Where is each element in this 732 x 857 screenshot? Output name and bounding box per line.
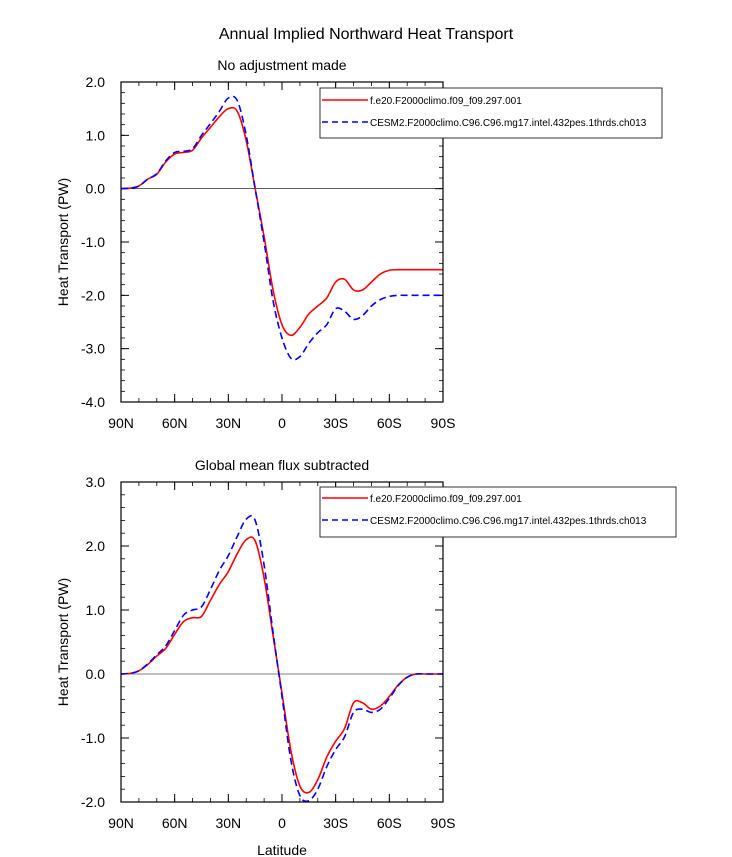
legend: f.e20.F2000climo.f09_f09.297.001 CESM2.F… bbox=[319, 486, 677, 538]
series-line-1 bbox=[120, 536, 443, 794]
legend: f.e20.F2000climo.f09_f09.297.001 CESM2.F… bbox=[319, 87, 663, 139]
legend-box bbox=[319, 486, 677, 538]
y-tick-label: -3.0 bbox=[81, 341, 105, 357]
x-tick-label: 30S bbox=[323, 815, 348, 831]
x-tick-label: 60N bbox=[162, 815, 188, 831]
y-tick-label: -2.0 bbox=[81, 287, 105, 303]
panel-no-adjustment: No adjustment made Heat Transport (PW) 2… bbox=[55, 57, 663, 431]
x-tick-label: 60S bbox=[377, 815, 402, 831]
plot-frame bbox=[120, 481, 444, 803]
legend-label-1: f.e20.F2000climo.f09_f09.297.001 bbox=[370, 96, 522, 107]
y-tick-label: 0.0 bbox=[86, 181, 106, 197]
x-tick-label: 90N bbox=[108, 415, 134, 431]
y-tick-label: 1.0 bbox=[86, 602, 106, 618]
x-tick-label: 90S bbox=[431, 415, 456, 431]
series-lines bbox=[120, 515, 443, 803]
panel-global-mean: Global mean flux subtracted Heat Transpo… bbox=[55, 457, 677, 857]
legend-label-1: f.e20.F2000climo.f09_f09.297.001 bbox=[370, 494, 522, 505]
y-tick-label: 2.0 bbox=[86, 538, 106, 554]
y-tick-label: -1.0 bbox=[81, 234, 105, 250]
x-tick-label: 0 bbox=[278, 415, 286, 431]
y-tick-label: -4.0 bbox=[81, 394, 105, 410]
x-tick-label: 60S bbox=[377, 415, 402, 431]
figure-title: Annual Implied Northward Heat Transport bbox=[219, 26, 514, 43]
y-axis-label: Heat Transport (PW) bbox=[55, 178, 71, 306]
y-tick-label: 1.0 bbox=[86, 127, 106, 143]
y-tick-label: 3.0 bbox=[86, 474, 106, 490]
x-tick-label: 90S bbox=[431, 815, 456, 831]
x-tick-label: 0 bbox=[278, 815, 286, 831]
y-tick-label: 2.0 bbox=[86, 74, 106, 90]
y-tick-label: -2.0 bbox=[81, 794, 105, 810]
legend-label-2: CESM2.F2000climo.C96.C96.mg17.intel.432p… bbox=[370, 118, 647, 129]
panel-title: Global mean flux subtracted bbox=[195, 457, 369, 473]
y-axis-label: Heat Transport (PW) bbox=[55, 578, 71, 706]
series-line-2 bbox=[120, 95, 443, 361]
y-tick-label: -1.0 bbox=[81, 730, 105, 746]
series-line-1 bbox=[120, 106, 443, 337]
x-tick-label: 90N bbox=[108, 815, 134, 831]
y-tick-label: 0.0 bbox=[86, 666, 106, 682]
x-axis-label: Latitude bbox=[257, 842, 307, 857]
x-tick-label: 60N bbox=[162, 415, 188, 431]
panel-title: No adjustment made bbox=[217, 57, 346, 73]
plot-frame bbox=[120, 81, 444, 403]
legend-label-2: CESM2.F2000climo.C96.C96.mg17.intel.432p… bbox=[370, 516, 647, 527]
x-tick-label: 30N bbox=[215, 415, 241, 431]
series-lines bbox=[120, 95, 443, 361]
series-line-2 bbox=[120, 515, 443, 803]
x-tick-label: 30N bbox=[215, 815, 241, 831]
x-tick-label: 30S bbox=[323, 415, 348, 431]
legend-box bbox=[319, 87, 663, 139]
